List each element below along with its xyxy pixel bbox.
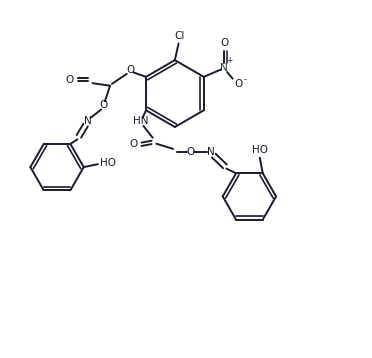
Text: O: O: [129, 139, 138, 149]
Text: O: O: [65, 75, 74, 85]
Text: Cl: Cl: [174, 31, 185, 41]
Text: N: N: [207, 147, 215, 157]
Text: O: O: [186, 147, 195, 157]
Text: O: O: [99, 100, 108, 110]
Text: HO: HO: [100, 158, 116, 168]
Text: HN: HN: [133, 116, 148, 126]
Text: N: N: [220, 63, 228, 73]
Text: O: O: [234, 78, 243, 88]
Text: O: O: [126, 65, 135, 75]
Text: O: O: [220, 38, 228, 48]
Text: -: -: [243, 75, 247, 84]
Text: N: N: [84, 116, 92, 126]
Text: +: +: [226, 56, 232, 66]
Text: HO: HO: [252, 145, 268, 155]
